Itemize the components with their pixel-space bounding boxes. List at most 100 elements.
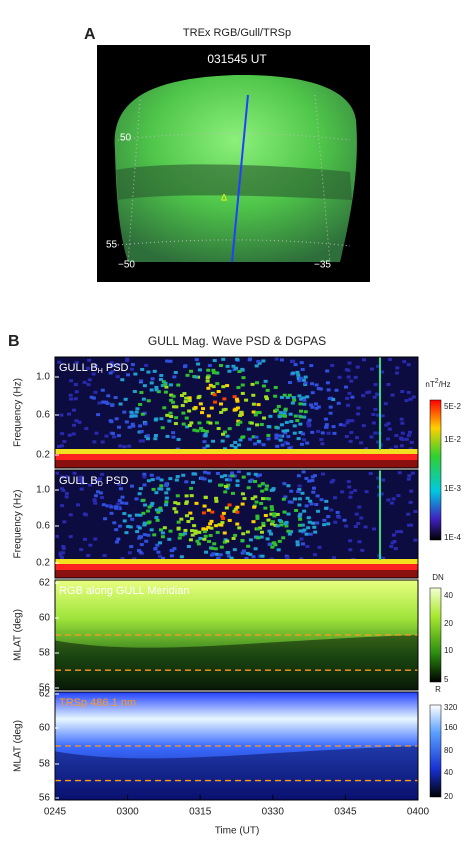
spectrogram-cell <box>76 503 81 507</box>
spectrogram-cell <box>154 417 159 421</box>
spectrogram-cell <box>138 402 143 406</box>
spectrogram-cell <box>55 471 60 475</box>
spectrogram-cell <box>149 528 154 532</box>
spectrogram-cell <box>93 494 98 498</box>
spectrogram-cell <box>115 375 120 379</box>
spectrogram-cell <box>261 521 266 525</box>
spectrogram-cell <box>282 482 287 486</box>
spectrogram-cell <box>61 544 66 548</box>
spectrogram-cell <box>306 526 311 530</box>
spectrogram-cell <box>264 395 269 399</box>
spectrogram-cell <box>161 380 166 384</box>
spectrogram-cell <box>112 435 117 439</box>
spectrogram-cell <box>301 530 306 534</box>
spectrogram-cell <box>226 554 231 558</box>
spectrogram-cell <box>137 535 142 539</box>
spectrogram-cell <box>235 505 240 509</box>
spectrogram-cell <box>77 420 82 424</box>
spectrogram-cell <box>200 476 205 480</box>
keogram-dark <box>55 635 418 690</box>
spectrogram-cell <box>68 393 73 397</box>
spectrogram-cell <box>197 530 202 534</box>
spectrogram-cell <box>157 554 162 558</box>
spectrogram-cell <box>304 504 309 508</box>
spectrogram-cell <box>167 537 172 541</box>
spectrogram-cell <box>225 486 230 490</box>
spectrogram-cell <box>198 402 203 406</box>
spectrogram-cell <box>256 439 261 443</box>
spectrogram-cell <box>159 373 164 377</box>
spectrogram-cell <box>154 388 159 392</box>
spectrogram-cell <box>180 404 185 408</box>
spectrogram-cell <box>74 390 79 394</box>
spectrogram-cell <box>234 397 239 401</box>
spectrogram-cell <box>322 523 327 527</box>
spectrogram-cell <box>335 510 340 514</box>
spectrogram-cell <box>146 509 151 513</box>
spectrogram-cell <box>361 424 366 428</box>
spectrogram-cell <box>160 383 165 387</box>
spectrogram-cell <box>308 532 313 536</box>
spectrogram-cell <box>310 479 315 483</box>
spectrogram-cell <box>187 424 192 428</box>
spectrogram-cell <box>317 545 322 549</box>
spectrogram-cell <box>61 546 66 550</box>
spectrogram-cell <box>173 422 178 426</box>
spectrogram-cell <box>346 480 351 484</box>
spectrogram-cell <box>221 517 226 521</box>
spectrogram-cell <box>182 365 187 369</box>
spectrogram-cell <box>316 405 321 409</box>
spectrogram-cell <box>164 503 169 507</box>
spectrogram-cell <box>153 434 158 438</box>
spectrogram-cell <box>268 414 273 418</box>
spectrogram-cell <box>250 382 255 386</box>
spectrogram-cell <box>218 364 223 368</box>
spectrogram-cell <box>155 518 160 522</box>
spectrogram-cell <box>300 367 305 371</box>
spectrogram-cell <box>162 406 167 410</box>
spectrogram-cell <box>146 370 151 374</box>
spectrogram-cell <box>261 497 266 501</box>
station-marker: Δ <box>221 192 227 202</box>
spectrogram-cell <box>69 379 74 383</box>
spectrogram-cell <box>322 518 327 522</box>
spectrogram-cell <box>409 440 414 444</box>
spectrogram-cell <box>260 489 265 493</box>
spectrogram-cell <box>176 526 181 530</box>
spectrogram-cell <box>235 510 240 514</box>
spectrogram-cell <box>180 533 185 537</box>
spectrogram-cell <box>292 431 297 435</box>
spectrogram-cell <box>206 471 211 475</box>
x-tick-label: 0330 <box>262 807 285 818</box>
spectrogram-cell <box>257 411 262 415</box>
spectrogram-cell <box>302 528 307 532</box>
spectrogram-cell <box>139 429 144 433</box>
spectrogram-cell <box>307 479 312 483</box>
spectrogram-cell <box>302 398 307 402</box>
spectrogram-cell <box>240 538 245 542</box>
spectrogram-cell <box>126 525 131 529</box>
spectrogram-cell <box>89 395 94 399</box>
spectrogram-cell <box>172 375 177 379</box>
spectrogram-cell <box>408 500 413 504</box>
spectrogram-cell <box>398 530 403 534</box>
spectrogram-cell <box>102 554 107 558</box>
spectrogram-cell <box>348 495 353 499</box>
spectrogram-cell <box>159 417 164 421</box>
spectrogram-cell <box>301 378 306 382</box>
spectrogram-cell <box>256 360 261 364</box>
spectrogram-cell <box>144 539 149 543</box>
y-axis-label: MLAT (deg) <box>13 720 24 772</box>
label-part: nT <box>425 380 434 389</box>
spectrogram-cell <box>349 379 354 383</box>
spectrogram-cell <box>261 523 266 527</box>
spectrogram-cell <box>104 400 109 404</box>
spectrogram-cell <box>353 375 358 379</box>
spectrogram-cell <box>128 525 133 529</box>
spectrogram-cell <box>159 478 164 482</box>
spectrogram-cell <box>240 383 245 387</box>
spectrogram-cell <box>299 537 304 541</box>
spectrogram-cell <box>267 529 272 533</box>
spectrogram-cell <box>359 441 364 445</box>
spectrogram-cell <box>299 376 304 380</box>
